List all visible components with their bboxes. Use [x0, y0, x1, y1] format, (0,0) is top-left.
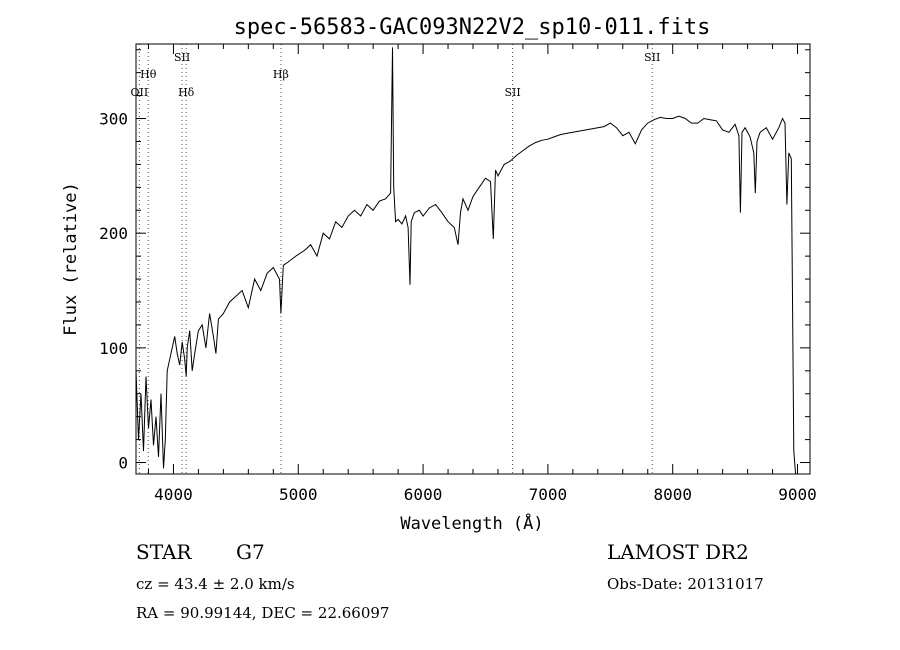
coordinates: RA = 90.99144, DEC = 22.66097 — [136, 604, 390, 622]
spectral-line-label: SII — [644, 51, 660, 64]
y-tick-label: 300 — [99, 110, 128, 129]
y-tick-label: 0 — [118, 454, 128, 473]
y-tick-label: 200 — [99, 224, 128, 243]
spectral-line-label: SII — [174, 51, 190, 64]
spectral-line-label: Hβ — [273, 68, 289, 81]
spectral-line-label: Hθ — [140, 68, 157, 81]
spectral-line-label: OII — [131, 86, 149, 99]
plot-frame — [135, 43, 811, 475]
x-tick-label: 4000 — [154, 485, 193, 504]
spectral-line-label: Hδ — [178, 86, 195, 99]
x-tick-label: 7000 — [529, 485, 568, 504]
redshift-cz: cz = 43.4 ± 2.0 km/s — [136, 575, 295, 593]
y-axis-label: Flux (relative) — [61, 182, 81, 336]
x-tick-label: 6000 — [404, 485, 443, 504]
spectrum-series-line — [135, 47, 797, 475]
object-subclass: G7 — [236, 540, 265, 564]
object-class: STAR — [136, 540, 192, 564]
chart-title: spec-56583-GAC093N22V2_sp10-011.fits — [234, 15, 711, 40]
survey-name: LAMOST DR2 — [607, 540, 749, 564]
x-tick-label: 9000 — [778, 485, 817, 504]
y-tick-label: 100 — [99, 339, 128, 358]
x-tick-label: 5000 — [279, 485, 318, 504]
x-tick-label: 8000 — [653, 485, 692, 504]
x-axis-label: Wavelength (Å) — [400, 512, 543, 534]
spectral-line-label: SII — [504, 86, 520, 99]
observation-date: Obs-Date: 20131017 — [607, 575, 764, 593]
